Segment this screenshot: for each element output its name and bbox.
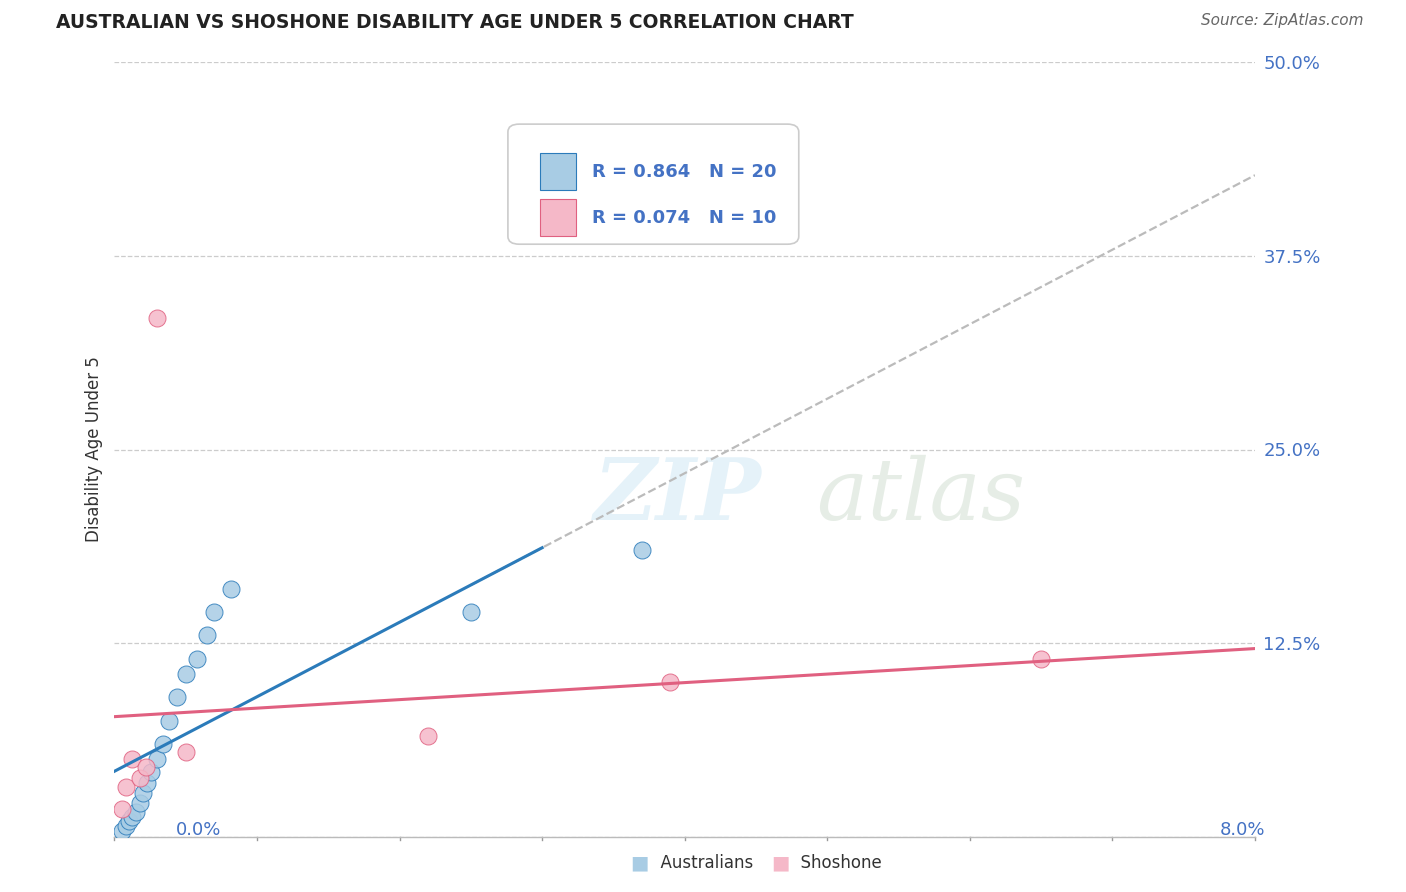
Point [110, 802, 132, 816]
Point [659, 674, 682, 689]
Point [129, 771, 152, 785]
Point [118, 814, 141, 829]
Point [152, 737, 174, 751]
Y-axis label: Disability Age Under 5: Disability Age Under 5 [86, 357, 103, 542]
Point [460, 605, 482, 619]
Point [114, 780, 136, 795]
Point [110, 823, 132, 838]
Point [129, 796, 152, 810]
Point [195, 628, 218, 642]
Point [141, 764, 163, 779]
Text: AUSTRALIAN VS SHOSHONE DISABILITY AGE UNDER 5 CORRELATION CHART: AUSTRALIAN VS SHOSHONE DISABILITY AGE UN… [56, 13, 853, 32]
Point [121, 810, 143, 824]
Text: Australians: Australians [650, 855, 752, 872]
Point [136, 775, 159, 789]
FancyBboxPatch shape [508, 124, 799, 244]
Point [125, 805, 148, 819]
Point [221, 582, 243, 596]
Text: R = 0.074   N = 10: R = 0.074 N = 10 [592, 209, 776, 227]
Point [174, 667, 197, 681]
Text: Source: ZipAtlas.com: Source: ZipAtlas.com [1201, 13, 1364, 29]
Point [114, 819, 136, 833]
Bar [540, 153, 576, 190]
Point [174, 745, 197, 759]
Text: 0.0%: 0.0% [176, 821, 221, 838]
Point [132, 787, 155, 801]
Point [166, 690, 188, 705]
Bar [540, 199, 576, 236]
Text: ZIP: ZIP [593, 454, 761, 538]
Text: ■: ■ [770, 854, 790, 872]
Text: ■: ■ [630, 854, 650, 872]
Point [121, 752, 143, 766]
Point [135, 760, 157, 774]
Text: atlas: atlas [815, 455, 1025, 537]
Point [146, 310, 169, 325]
Point [202, 605, 225, 619]
Point [186, 651, 208, 665]
Point [157, 714, 180, 728]
Text: R = 0.864   N = 20: R = 0.864 N = 20 [592, 162, 776, 180]
Text: Shoshone: Shoshone [790, 855, 882, 872]
Text: 8.0%: 8.0% [1220, 821, 1265, 838]
Point [631, 543, 654, 558]
Point [146, 752, 169, 766]
Point [416, 729, 439, 743]
Point [1029, 651, 1052, 665]
